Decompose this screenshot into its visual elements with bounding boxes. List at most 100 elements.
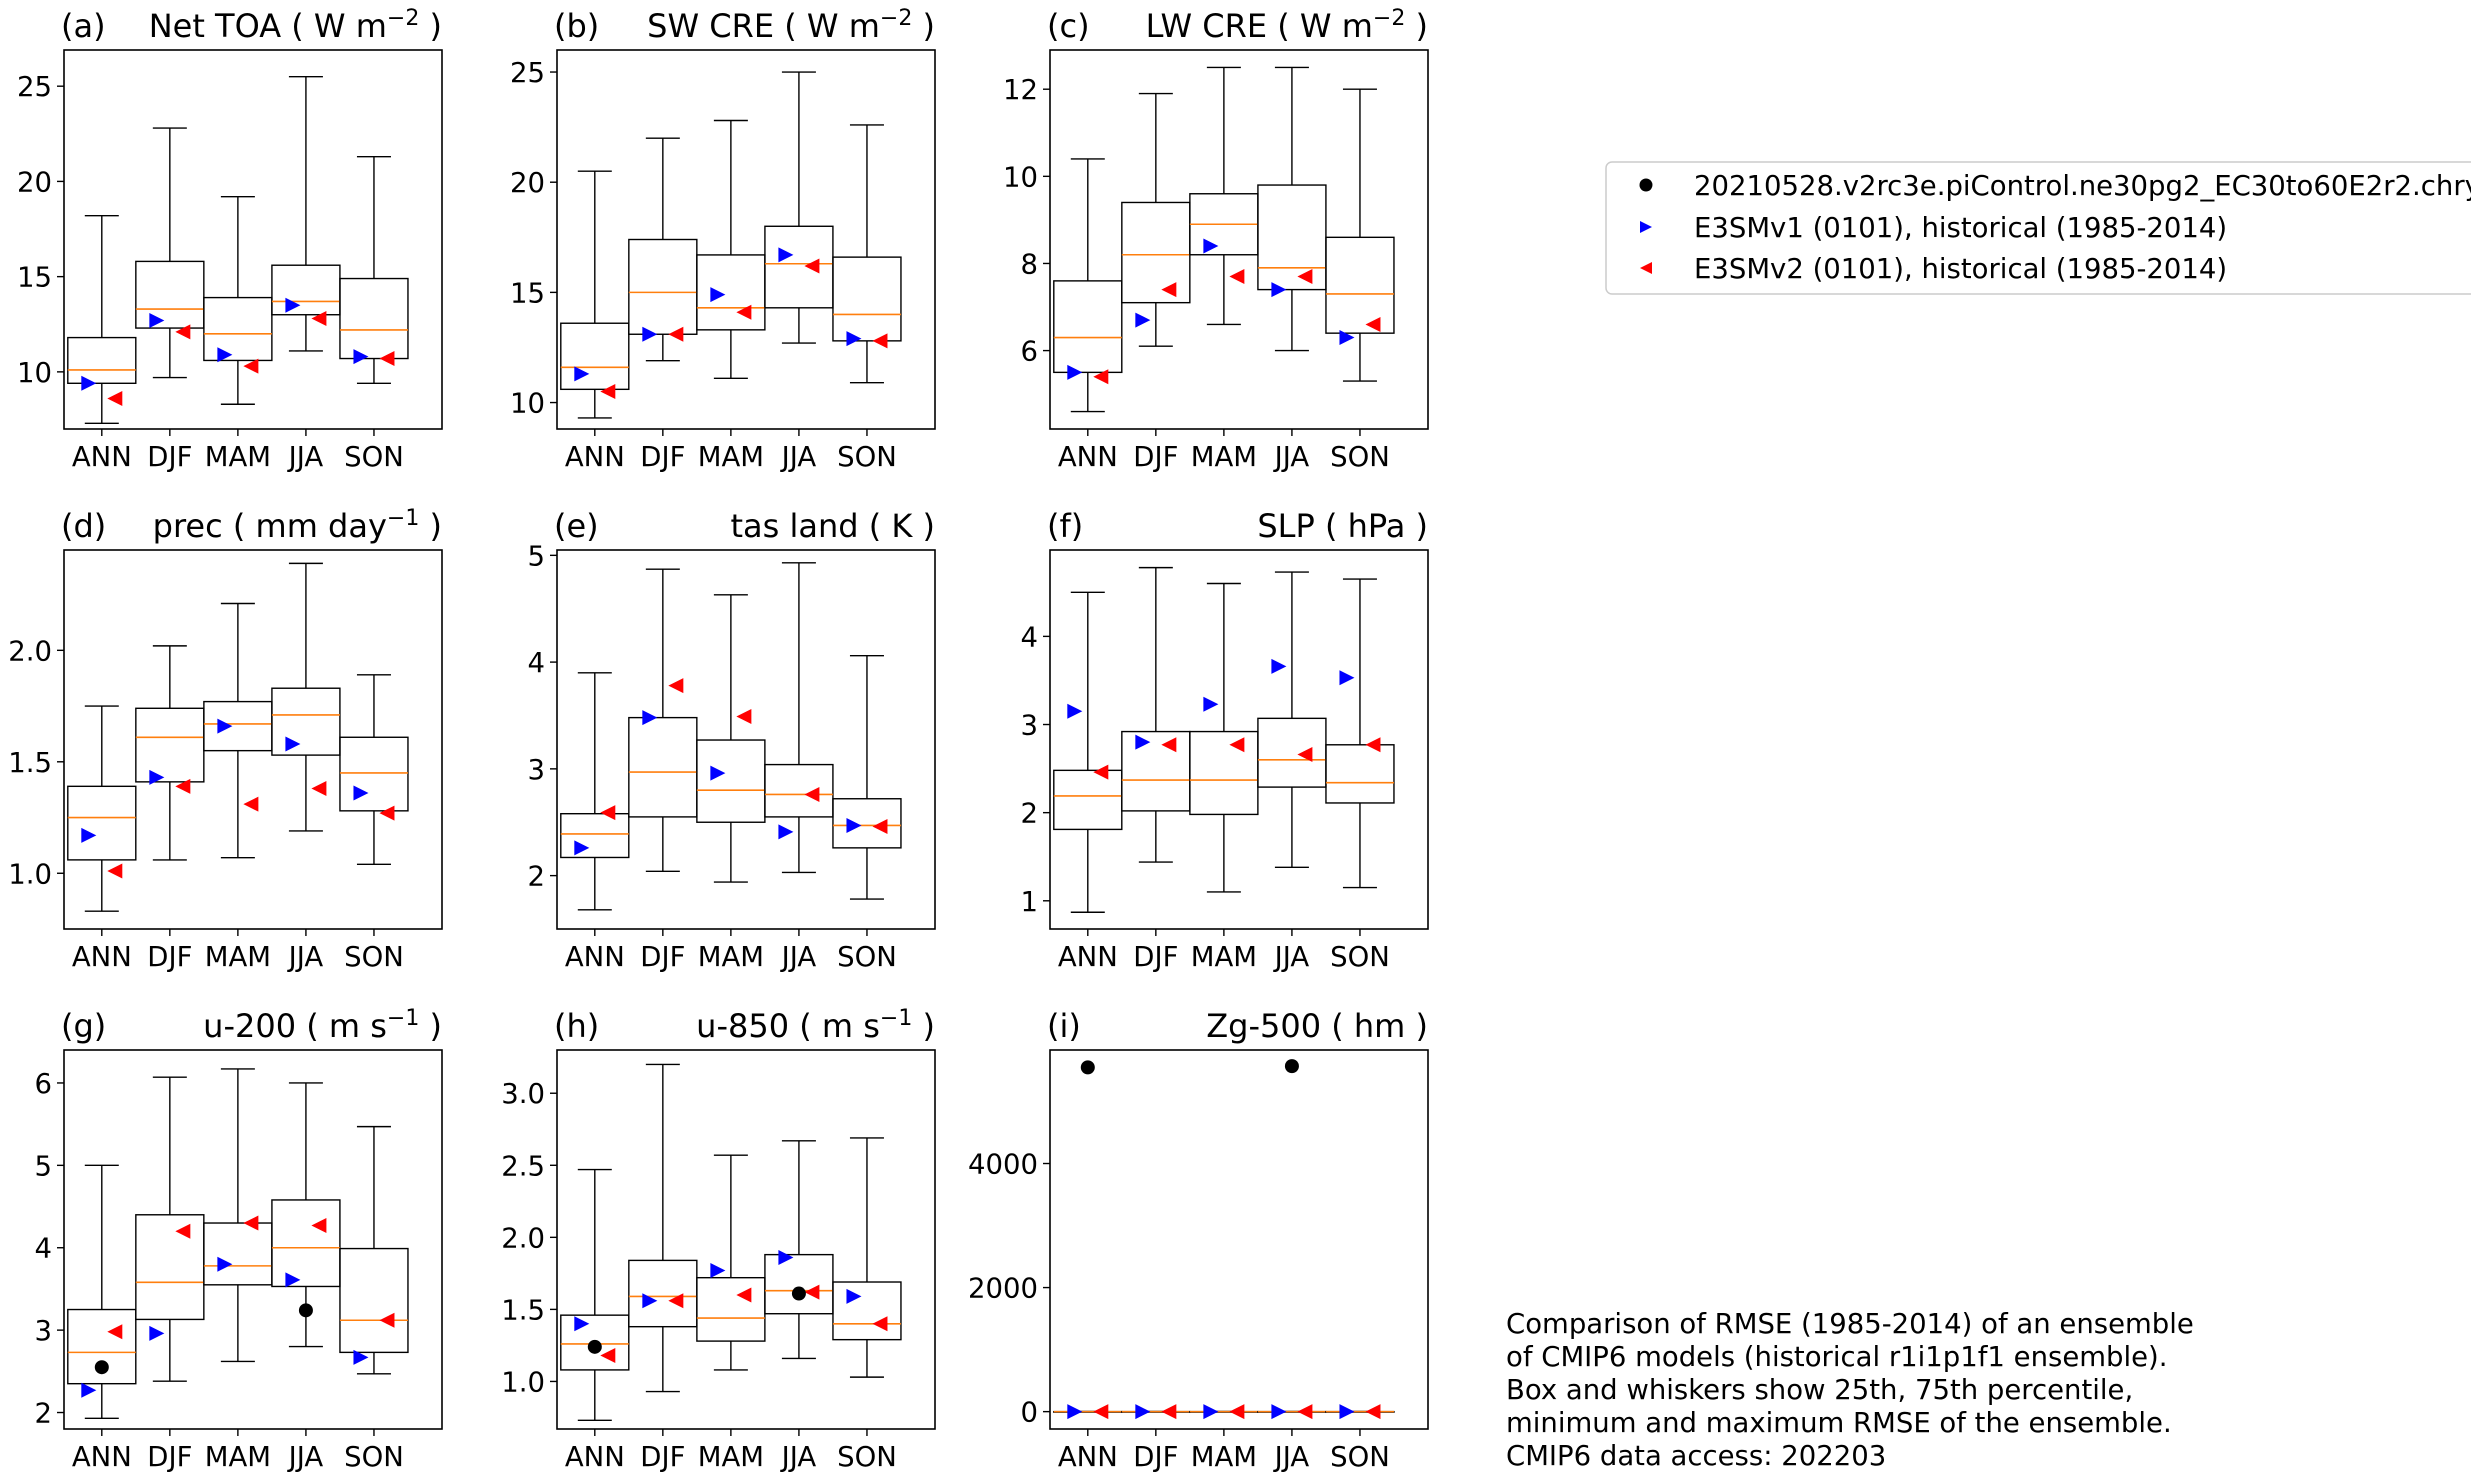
marker-e3smv1	[1067, 703, 1083, 719]
panel-i: (i) Zg-500 ( hm ) 0 2000 4000 ANN DJF MAM JJA SON	[968, 1007, 1429, 1473]
y-tick-label: 3	[1021, 710, 1039, 742]
y-tick-label: 2.0	[8, 635, 52, 667]
x-tick-label: DJF	[147, 941, 192, 973]
y-tick-label: 2	[528, 861, 546, 893]
title-unit: m s	[822, 1007, 880, 1045]
y-tick-label: 8	[1021, 248, 1039, 280]
box-ann	[1053, 1060, 1123, 1420]
x-tick-label: JJA	[287, 1441, 324, 1473]
box-djf	[1121, 566, 1191, 863]
marker-e3smv1	[81, 1382, 97, 1398]
panel-a: (a) Net TOA ( W m−2 ) 10 15 20 25 ANN DJF MAM JJA…	[17, 6, 443, 473]
panel-title: prec ( mm day−1 )	[153, 506, 442, 546]
box-son	[339, 674, 409, 866]
marker-e3smv2	[1161, 282, 1177, 298]
y-tick-label: 5	[35, 1150, 53, 1182]
x-tick-label: MAM	[1191, 441, 1257, 473]
marker-e3smv2	[872, 1316, 888, 1332]
marker-e3smv2	[1161, 737, 1177, 753]
y-tick-label: 10	[510, 388, 545, 420]
x-tick-label: MAM	[698, 1441, 764, 1473]
marker-e3smv2	[243, 796, 259, 812]
marker-e3smv1	[574, 1316, 590, 1332]
box-mam	[1189, 66, 1259, 326]
title-unit-exponent: −1	[880, 1006, 912, 1031]
title-variable: prec	[153, 507, 223, 545]
y-tick-label: 4000	[968, 1149, 1038, 1181]
box-iqr	[832, 1281, 902, 1341]
box-iqr	[696, 254, 766, 331]
marker-e3smv2	[1161, 1404, 1177, 1420]
box-iqr	[1257, 184, 1327, 291]
x-tick-label: DJF	[147, 441, 192, 473]
x-tick-label: SON	[344, 941, 404, 973]
y-tick-label: 1.0	[8, 858, 52, 890]
axes-frame	[1049, 549, 1429, 930]
panel-title: u-200 ( m s−1 )	[203, 1006, 442, 1046]
axes-frame	[63, 49, 443, 430]
marker-test	[791, 1286, 806, 1301]
title-unit-exponent: −2	[1373, 6, 1405, 31]
box-iqr	[271, 264, 341, 316]
x-tick-label: ANN	[1058, 441, 1118, 473]
title-variable: LW CRE	[1146, 7, 1268, 45]
box-iqr	[1257, 717, 1327, 788]
y-tick-label: 2	[35, 1398, 53, 1430]
panel-c: (c) LW CRE ( W m−2 ) 6 8 10 12 ANN DJF MAM JJA SON	[1003, 6, 1429, 473]
marker-e3smv2	[1093, 1404, 1109, 1420]
marker-e3smv2	[1229, 737, 1245, 753]
box-iqr	[764, 763, 834, 818]
marker-e3smv2	[243, 1215, 259, 1231]
box-iqr	[628, 1259, 698, 1328]
box-iqr	[696, 739, 766, 823]
x-tick-label: DJF	[147, 1441, 192, 1473]
panel-d: (d) prec ( mm day−1 ) 1.0 1.5 2.0 ANN DJF MAM JJ…	[8, 506, 443, 973]
box-djf	[1121, 1404, 1191, 1420]
marker-e3smv1	[1135, 312, 1151, 328]
marker-e3smv1	[574, 840, 590, 856]
x-tick-label: DJF	[1133, 941, 1178, 973]
box-iqr	[628, 238, 698, 335]
marker-e3smv2	[175, 324, 191, 340]
title-paren-open: (	[859, 507, 892, 545]
marker-e3smv2	[600, 805, 616, 821]
axes-frame	[556, 549, 936, 930]
axes-frame	[1049, 1049, 1429, 1430]
box-son	[339, 1125, 409, 1375]
x-tick-label: JJA	[1273, 441, 1310, 473]
title-unit: m s	[329, 1007, 387, 1045]
title-variable: u-200	[203, 1007, 296, 1045]
x-tick-label: DJF	[640, 441, 685, 473]
x-tick-label: JJA	[780, 441, 817, 473]
marker-e3smv2	[1297, 1404, 1313, 1420]
marker-e3smv1	[149, 1325, 165, 1341]
box-iqr	[628, 716, 698, 818]
panel-title: SLP ( hPa )	[1257, 507, 1428, 545]
caption-text: Comparison of RMSE (1985-2014) of an ens…	[1506, 1308, 2194, 1472]
panel-title: Zg-500 ( hm )	[1206, 1007, 1428, 1045]
axes-frame	[556, 1049, 936, 1430]
y-tick-label: 6	[35, 1068, 53, 1100]
box-son	[1325, 578, 1395, 889]
box-son	[1325, 1404, 1395, 1420]
title-unit: W m	[807, 7, 880, 45]
legend-item: 20210528.v2rc3e.piControl.ne30pg2_EC30to…	[1639, 170, 2471, 202]
legend-item: E3SMv1 (0101), historical (1985-2014)	[1640, 212, 2227, 244]
x-tick-label: ANN	[1058, 1441, 1118, 1473]
marker-e3smv2	[311, 1217, 327, 1233]
marker-e3smv1	[574, 366, 590, 382]
box-jja	[271, 1082, 341, 1348]
title-variable: u-850	[696, 1007, 789, 1045]
x-tick-label: JJA	[1273, 941, 1310, 973]
marker-e3smv1	[1271, 1404, 1287, 1420]
box-iqr	[560, 812, 630, 859]
marker-e3smv2	[1229, 1404, 1245, 1420]
marker-e3smv1	[1271, 282, 1287, 298]
box-iqr	[764, 225, 834, 309]
title-unit: hm	[1354, 1007, 1405, 1045]
title-variable: SW CRE	[647, 7, 774, 45]
box-iqr	[832, 798, 902, 849]
box-mam	[1189, 1404, 1259, 1420]
panel-label: (b)	[554, 7, 599, 45]
y-tick-label: 15	[17, 262, 52, 294]
